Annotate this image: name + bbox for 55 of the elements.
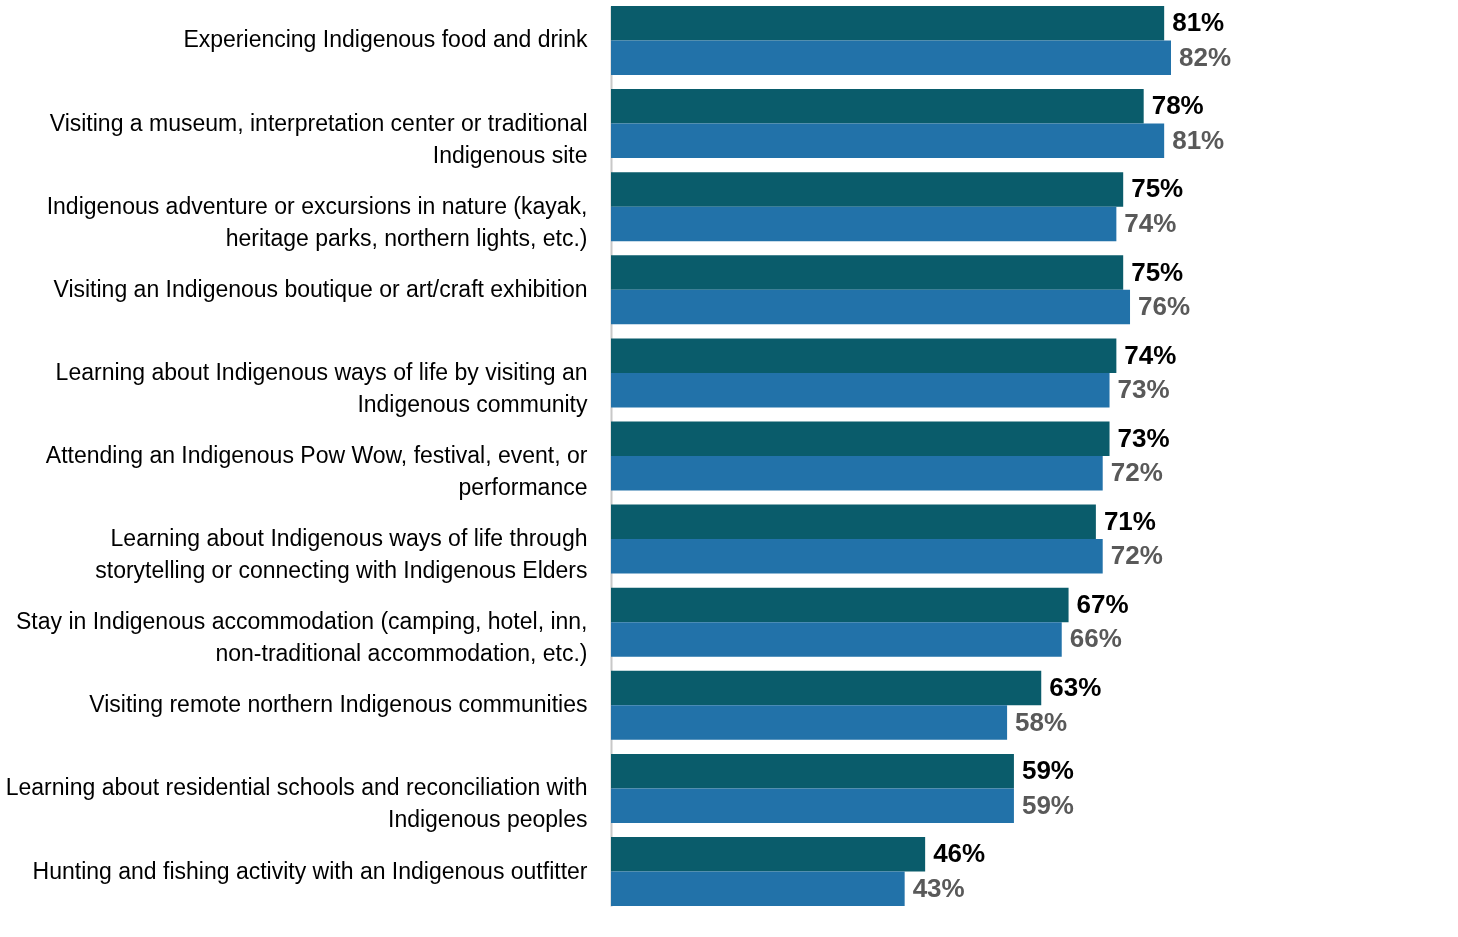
bar	[611, 753, 1014, 789]
data-label: 58%	[1015, 706, 1068, 737]
data-label: 81%	[1172, 7, 1225, 38]
data-label: 75%	[1131, 173, 1184, 204]
y-tick-label: Indigenous adventure or excursions in nature (kayak, heritage parks, northern lights, etc.)	[46, 192, 588, 251]
data-label: 74%	[1124, 207, 1177, 238]
bar	[611, 40, 1171, 75]
bar	[611, 123, 1165, 159]
y-tick-label: Experiencing Indigenous food and drink	[183, 26, 588, 53]
y-tick-label: Hunting and fishing activity with an Indigenous outfitter	[32, 857, 588, 884]
data-label: 72%	[1110, 457, 1163, 488]
data-label: 43%	[912, 872, 965, 903]
y-tick-label: Learning about Indigenous ways of life through storytelling or connecting with Indigenous Elders	[95, 525, 588, 584]
data-label: 66%	[1069, 623, 1122, 654]
data-label: 67%	[1076, 588, 1129, 619]
data-label: 75%	[1131, 256, 1184, 287]
data-label: 74%	[1124, 339, 1177, 370]
data-label: 59%	[1021, 755, 1074, 786]
data-label: 63%	[1049, 672, 1102, 703]
y-tick-label: Learning about residential schools and reconciliation with Indigenous peoples	[5, 774, 588, 833]
bar	[611, 6, 1165, 41]
bar	[611, 338, 1117, 373]
data-label: 73%	[1117, 422, 1170, 453]
bar	[611, 255, 1124, 290]
bar	[611, 622, 1062, 657]
bar	[611, 788, 1014, 823]
bar	[611, 670, 1042, 706]
bar	[611, 871, 905, 906]
bar	[611, 172, 1124, 207]
data-label: 72%	[1110, 540, 1163, 571]
data-label: 71%	[1103, 505, 1156, 536]
y-tick-label: Stay in Indigenous accommodation (camping, hotel, inn, non-traditional accommodation, etc.)	[16, 608, 588, 667]
bar	[611, 289, 1131, 325]
data-label: 78%	[1151, 90, 1204, 121]
y-tick-label: Learning about Indigenous ways of life by visiting an Indigenous community	[55, 358, 588, 417]
bar	[611, 587, 1069, 623]
data-label: 76%	[1138, 291, 1191, 322]
bar	[611, 89, 1144, 124]
bar	[611, 456, 1103, 491]
y-tick-label: Visiting an Indigenous boutique or art/craft exhibition	[53, 275, 588, 302]
bar	[611, 705, 1008, 740]
data-label: 46%	[933, 838, 986, 869]
data-label: 73%	[1117, 374, 1170, 405]
y-tick-label: Attending an Indigenous Pow Wow, festival, event, or performance	[45, 442, 588, 500]
data-label: 59%	[1021, 789, 1074, 820]
bar	[611, 539, 1103, 574]
y-tick-label: Visiting remote northern Indigenous communities	[89, 691, 588, 718]
data-label: 81%	[1172, 124, 1225, 155]
bar	[611, 372, 1110, 408]
bar	[611, 837, 926, 872]
bar	[611, 206, 1117, 242]
data-label: 82%	[1179, 41, 1232, 72]
bar	[611, 421, 1110, 456]
bar	[611, 504, 1096, 540]
y-tick-label: Visiting a museum, interpretation center or traditional Indigenous site	[49, 109, 588, 168]
